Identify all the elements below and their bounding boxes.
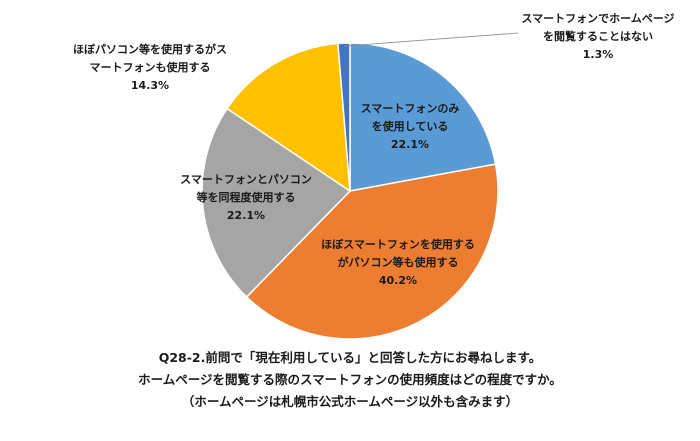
pie-slice-equal-use <box>201 107 352 299</box>
slice-text-never: を閲覧することはない <box>543 29 653 43</box>
slice-text-equal-use: 等を同程度使用する <box>196 190 296 204</box>
callout-leader-line <box>344 32 519 47</box>
slice-percent-mostly-pc: 14.3% <box>131 79 169 92</box>
slice-label-mostly-smartphone: ほぼスマートフォンを使用するがパソコン等も使用する 40.2% <box>321 237 475 287</box>
slice-label-equal-use: スマートフォンとパソコン等を同程度使用する 22.1% <box>180 173 312 222</box>
slice-label-smartphone-only: スマートフォンのみを使用している 22.1% <box>361 102 460 151</box>
slice-text-mostly-smartphone: がパソコン等も使用する <box>338 255 459 269</box>
slice-percent-smartphone-only: 22.1% <box>391 138 429 151</box>
slice-text-mostly-pc: ほぼパソコン等を使用するがス <box>73 42 227 56</box>
slice-text-equal-use: スマートフォンとパソコン <box>180 173 312 186</box>
pie-labels: スマートフォンのみを使用している 22.1% ほぼスマートフォンを使用するがパソコン… <box>73 12 675 287</box>
slice-text-mostly-smartphone: ほぼスマートフォンを使用する <box>321 237 475 251</box>
question-line-3: （ホームページは札幌市公式ホームページ以外も含みます） <box>181 394 519 409</box>
slice-percent-mostly-smartphone: 40.2% <box>379 274 417 287</box>
slice-percent-equal-use: 22.1% <box>227 209 265 222</box>
slice-text-mostly-pc: マートフォンも使用する <box>90 60 211 74</box>
pie-slice-never <box>337 42 351 192</box>
pie-chart: スマートフォンのみを使用している 22.1% ほぼスマートフォンを使用するがパソコン… <box>73 12 675 340</box>
pie-slice-mostly-pc <box>226 42 351 193</box>
question-line-1: Q28-2.前問で「現在利用している」と回答した方にお尋ねします。 <box>158 350 542 365</box>
slice-text-never: スマートフォンでホームページ <box>521 12 674 25</box>
slice-label-never: スマートフォンでホームページを閲覧することはない 1.3% <box>521 12 674 61</box>
pie-slice-smartphone-only <box>349 42 497 192</box>
slice-text-smartphone-only: スマートフォンのみ <box>361 102 460 115</box>
pie-slices <box>201 42 499 340</box>
question-line-2: ホームページを閲覧する際のスマートフォンの使用頻度はどの程度ですか。 <box>138 372 562 387</box>
pie-slice-mostly-smartphone <box>245 163 499 340</box>
slice-percent-never: 1.3% <box>583 48 614 61</box>
slice-label-mostly-pc: ほぼパソコン等を使用するがスマートフォンも使用する 14.3% <box>73 42 227 92</box>
slice-text-smartphone-only: を使用している <box>372 119 449 133</box>
